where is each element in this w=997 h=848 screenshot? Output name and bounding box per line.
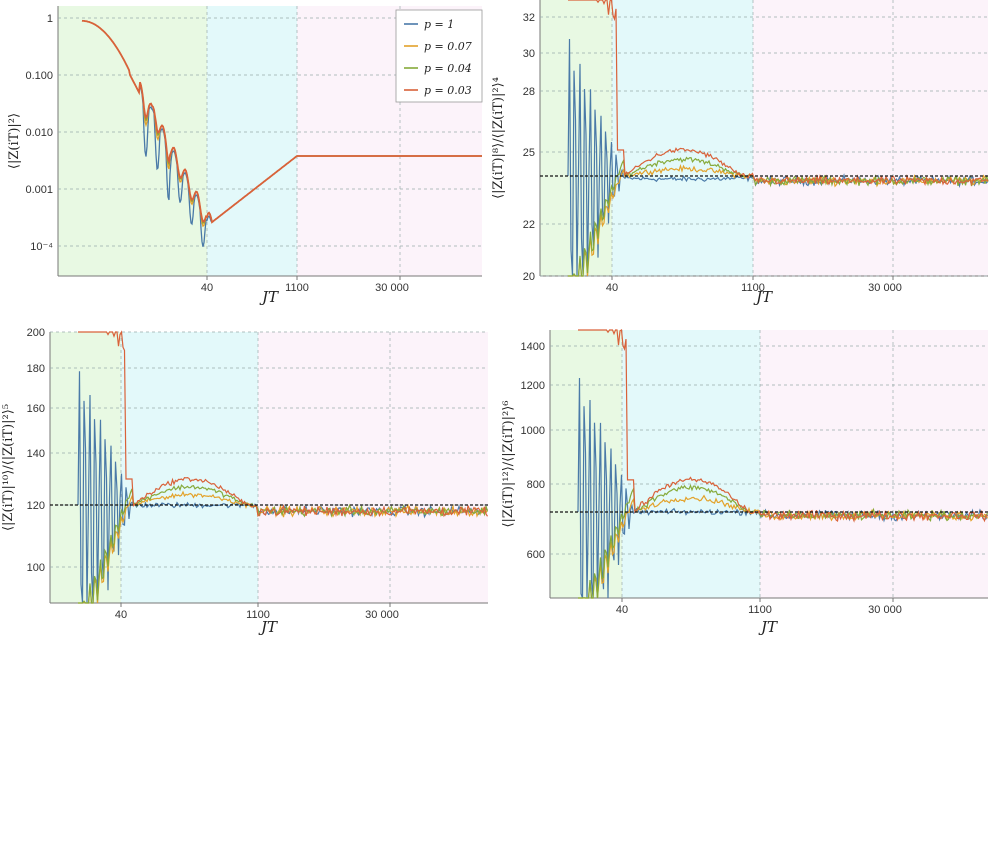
y-tick-label: 120	[27, 500, 45, 512]
x-tick-label: 40	[616, 604, 628, 616]
y-tick-label: 1200	[521, 380, 545, 392]
x-tick-label: 30 000	[868, 282, 902, 294]
y-axis-label: ⟨|Z(iT)|¹²⟩/⟨|Z(iT)|²⟩⁶	[501, 400, 516, 527]
x-tick-label: 40	[606, 282, 618, 294]
y-tick-label: 22	[523, 219, 535, 231]
legend: p = 1 p = 0.07 p = 0.04 p = 0.03	[395, 9, 483, 103]
y-tick-label: 140	[27, 448, 45, 460]
y-tick-label: 30	[523, 48, 535, 60]
x-tick-label: 1100	[285, 282, 309, 294]
region-band	[58, 6, 207, 276]
region-band	[207, 6, 297, 276]
legend-entry: p = 0.07	[424, 40, 472, 53]
region-band	[622, 330, 760, 598]
chart-panel-4: 40 1100 30 000 JT ⟨|Z(iT)|¹²⟩/⟨|Z(iT)|²⟩⁶ 600…	[501, 328, 989, 636]
series-line	[578, 328, 988, 523]
x-axis-label: JT	[259, 288, 279, 306]
region-band	[760, 330, 988, 598]
region-band	[753, 0, 988, 276]
legend-entry: p = 0.03	[424, 84, 472, 97]
chart-panel-3: 40 1100 30 000 JT ⟨|Z(iT)|¹⁰⟩/⟨|Z(iT)|²⟩⁵ 100…	[1, 327, 489, 636]
y-tick-label: 32	[523, 12, 535, 24]
legend-box	[395, 9, 483, 103]
y-axis-label: ⟨|Z(iT)|²⟩	[7, 113, 22, 169]
x-tick-label: 30 000	[868, 604, 902, 616]
y-axis-label: ⟨|Z(iT)|¹⁰⟩/⟨|Z(iT)|²⟩⁵	[1, 404, 16, 531]
y-tick-label: 1	[47, 13, 53, 25]
series-line	[568, 0, 989, 187]
region-band	[612, 0, 753, 276]
y-tick-label: 0.100	[25, 70, 53, 82]
y-tick-label: 25	[523, 147, 535, 159]
x-axis-label: JT	[753, 288, 773, 306]
series-line	[81, 19, 482, 224]
y-tick-label: 28	[523, 86, 535, 98]
y-tick-label: 100	[27, 562, 45, 574]
x-tick-label: 1100	[741, 282, 765, 294]
y-tick-label: 1000	[521, 425, 545, 437]
series-line	[78, 484, 489, 604]
y-tick-label: 20	[523, 271, 535, 283]
x-axis-label: JT	[758, 618, 778, 636]
y-tick-label: 160	[27, 403, 45, 415]
y-tick-label: 200	[27, 327, 45, 339]
y-tick-label: 10⁻⁴	[30, 241, 53, 253]
x-tick-label: 1100	[246, 609, 270, 621]
x-tick-label: 1100	[748, 604, 772, 616]
series-line	[568, 156, 989, 277]
x-tick-label: 30 000	[365, 609, 399, 621]
x-tick-label: 30 000	[375, 282, 409, 294]
y-tick-label: 0.010	[25, 127, 53, 139]
chart-panel-1: 40 1100 30 000 JT ⟨|Z(iT)|²⟩ 1 0.100 0.010 0.001…	[7, 6, 483, 306]
y-tick-label: 180	[27, 363, 45, 375]
legend-entry: p = 0.04	[424, 62, 472, 75]
x-tick-label: 40	[115, 609, 127, 621]
x-axis-label: JT	[258, 618, 278, 636]
region-band	[258, 332, 488, 603]
y-tick-label: 0.001	[25, 184, 53, 196]
series-line	[78, 330, 489, 518]
y-axis-label: ⟨|Z(iT)|⁸⟩/⟨|Z(iT)|²⟩⁴	[491, 77, 506, 199]
y-tick-label: 800	[527, 479, 545, 491]
legend-entry: p = 1	[424, 18, 454, 31]
y-tick-label: 600	[527, 549, 545, 561]
chart-panel-2: 40 1100 30 000 JT ⟨|Z(iT)|⁸⟩/⟨|Z(iT)|²⟩⁴ 20 22…	[491, 0, 989, 306]
x-tick-label: 40	[201, 282, 213, 294]
region-band	[121, 332, 258, 603]
y-tick-label: 1400	[521, 341, 545, 353]
